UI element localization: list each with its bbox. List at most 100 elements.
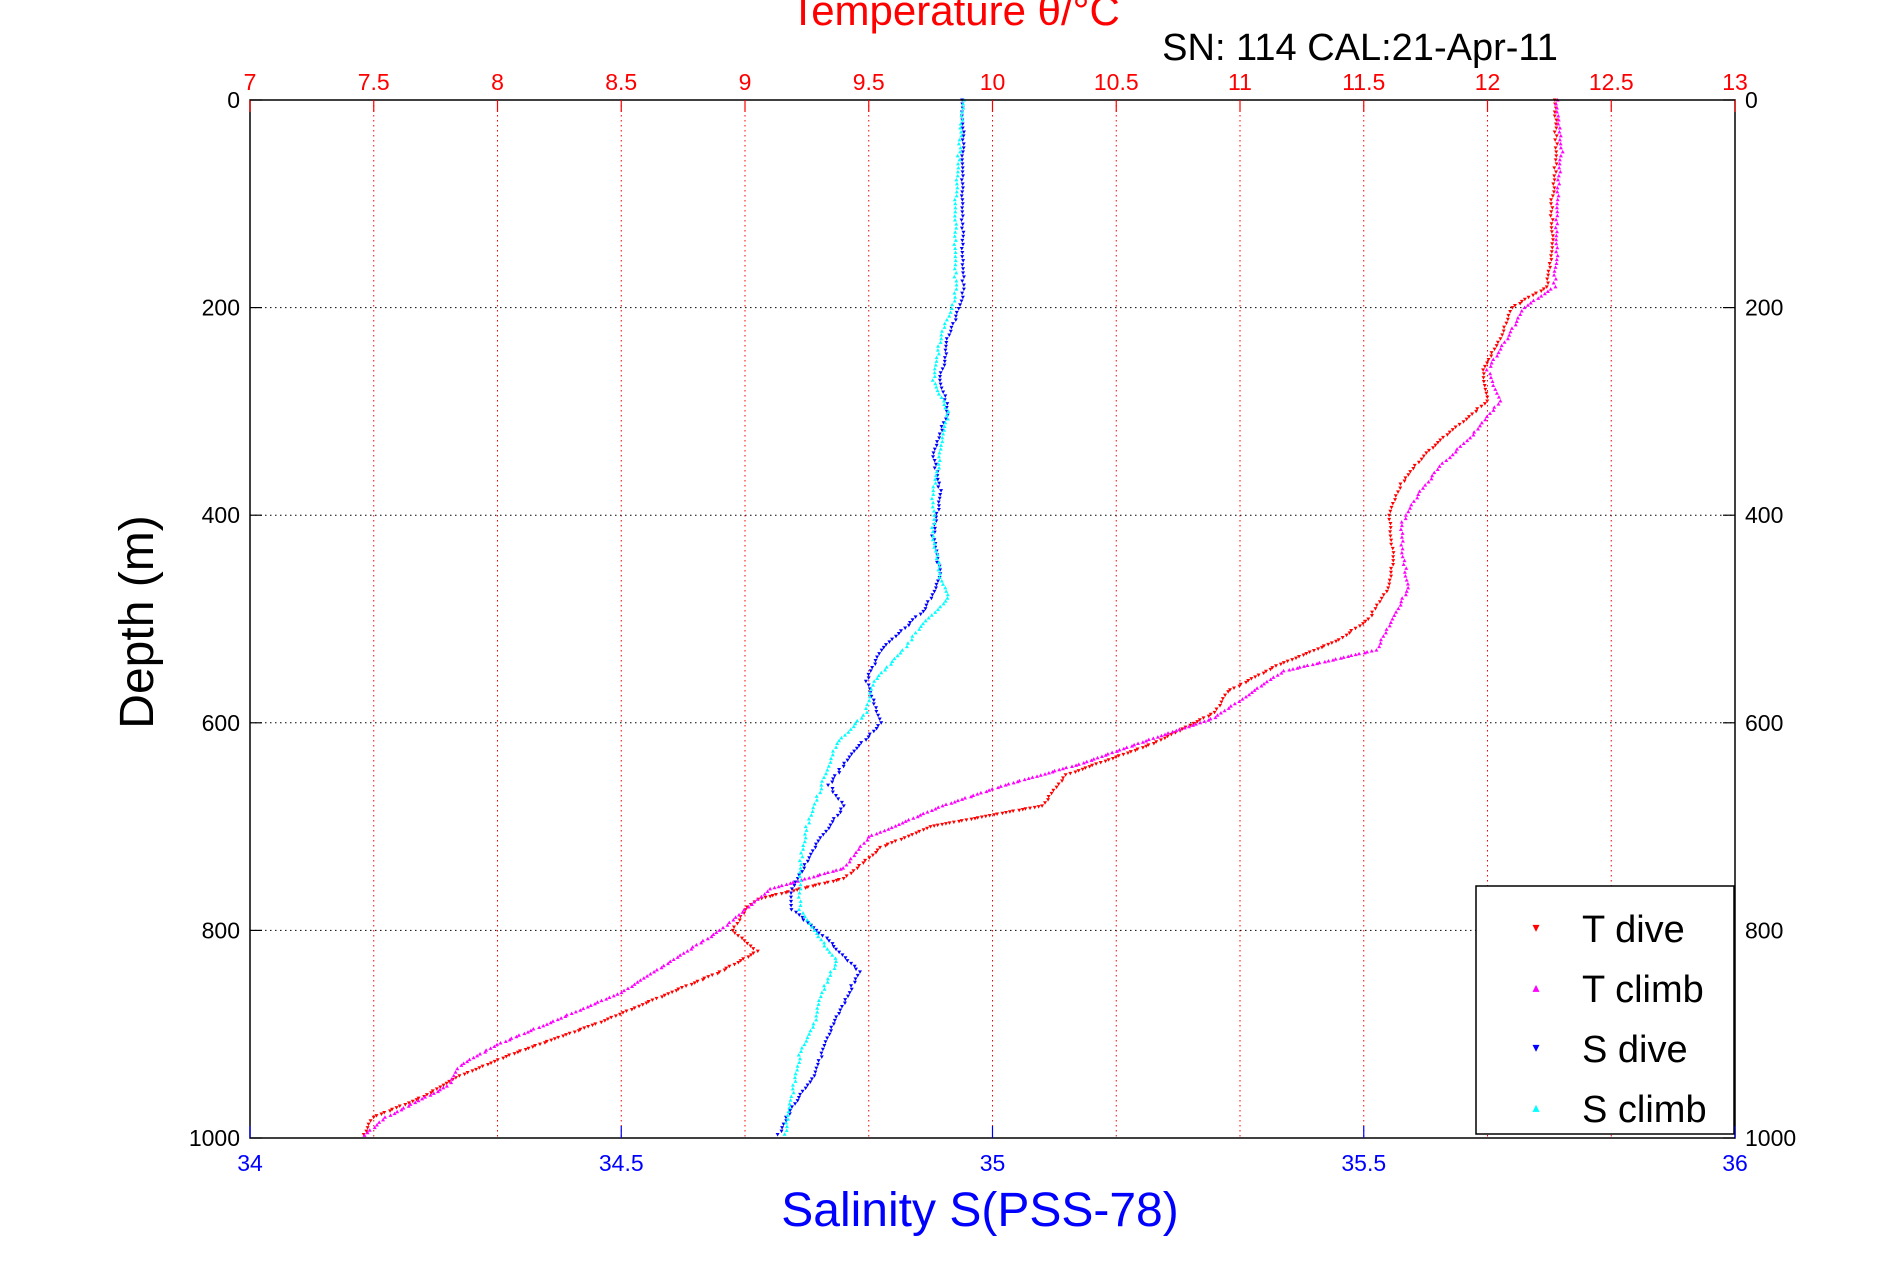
data-point [1556, 198, 1560, 202]
data-point [1406, 510, 1410, 514]
data-point [1554, 234, 1558, 238]
data-point [1028, 807, 1032, 811]
data-point [1057, 768, 1061, 772]
data-point [821, 1048, 825, 1052]
data-point [1403, 570, 1407, 574]
data-point [732, 963, 736, 967]
data-point [1485, 361, 1489, 365]
data-point [1398, 486, 1402, 490]
data-point [1240, 697, 1244, 701]
data-point [871, 854, 875, 858]
data-point [1249, 677, 1253, 681]
data-point [961, 259, 965, 263]
data-point [599, 1021, 603, 1024]
data-point [811, 849, 815, 853]
data-point [541, 1024, 545, 1028]
data-point [756, 950, 760, 954]
data-point [962, 275, 966, 279]
data-point [933, 371, 937, 375]
data-point [1550, 206, 1554, 210]
data-point [1557, 166, 1561, 170]
data-point [952, 242, 956, 246]
data-point [811, 806, 815, 810]
data-point [907, 835, 911, 839]
data-point [802, 863, 806, 867]
data-point [865, 838, 869, 842]
data-point [1073, 770, 1077, 774]
data-point [973, 817, 977, 821]
data-point [954, 259, 958, 263]
data-point [1400, 520, 1404, 524]
depth-tick-label-right: 400 [1745, 502, 1783, 528]
data-point [1545, 278, 1549, 282]
data-point [939, 341, 943, 345]
data-point [637, 1005, 641, 1009]
data-point [1549, 258, 1553, 262]
data-point [941, 804, 945, 808]
data-point [1047, 795, 1051, 799]
data-point [1561, 150, 1565, 154]
data-point [383, 1115, 387, 1119]
data-point [1405, 578, 1409, 582]
data-point [1431, 446, 1435, 450]
depth-tick-label-right: 200 [1745, 295, 1783, 321]
data-point [798, 1093, 802, 1097]
depth-tick-label-left: 600 [202, 710, 240, 736]
data-point [980, 815, 984, 819]
data-point [952, 275, 956, 279]
data-point [556, 1036, 560, 1040]
data-point [1232, 686, 1236, 690]
data-point [961, 235, 965, 239]
data-point [861, 861, 865, 865]
data-point [792, 884, 796, 888]
data-point [961, 202, 965, 206]
data-point [789, 900, 793, 904]
data-point [960, 239, 964, 243]
data-point [1422, 455, 1426, 459]
data-point [655, 968, 659, 972]
data-point [568, 1032, 572, 1036]
data-point [834, 868, 838, 872]
data-point [1503, 340, 1507, 344]
data-point [955, 186, 959, 190]
data-point [614, 1014, 618, 1018]
series-s-climb [783, 98, 966, 1136]
data-point [1388, 510, 1392, 514]
data-point [840, 801, 844, 805]
data-point [878, 718, 882, 722]
data-point [805, 918, 809, 922]
data-point [933, 382, 937, 386]
data-point [1391, 502, 1395, 506]
data-point [834, 1015, 838, 1019]
data-point [1039, 773, 1043, 777]
data-point [638, 978, 642, 982]
data-point [798, 891, 802, 895]
data-point [874, 706, 878, 710]
data-point [943, 586, 947, 590]
data-point [1549, 210, 1553, 214]
data-point [1554, 126, 1558, 130]
data-point [454, 1070, 458, 1074]
data-point [831, 869, 835, 873]
data-point [947, 333, 951, 337]
data-point [1081, 768, 1085, 772]
data-point [937, 508, 941, 512]
data-point [813, 1070, 817, 1074]
data-point [1415, 496, 1419, 500]
data-point [828, 950, 832, 954]
data-point [694, 943, 698, 947]
data-point [1550, 242, 1554, 246]
data-point [1375, 604, 1379, 608]
data-point [910, 634, 914, 638]
data-point [806, 860, 810, 864]
data-point [1506, 314, 1510, 318]
data-point [1377, 645, 1381, 649]
data-point [1555, 246, 1559, 250]
data-point [940, 396, 944, 400]
data-point [1326, 643, 1330, 647]
data-point [1406, 473, 1410, 477]
data-point [1555, 258, 1559, 262]
salinity-tick-label: 34 [237, 1150, 263, 1176]
data-point [831, 820, 835, 824]
data-point [1488, 372, 1492, 376]
